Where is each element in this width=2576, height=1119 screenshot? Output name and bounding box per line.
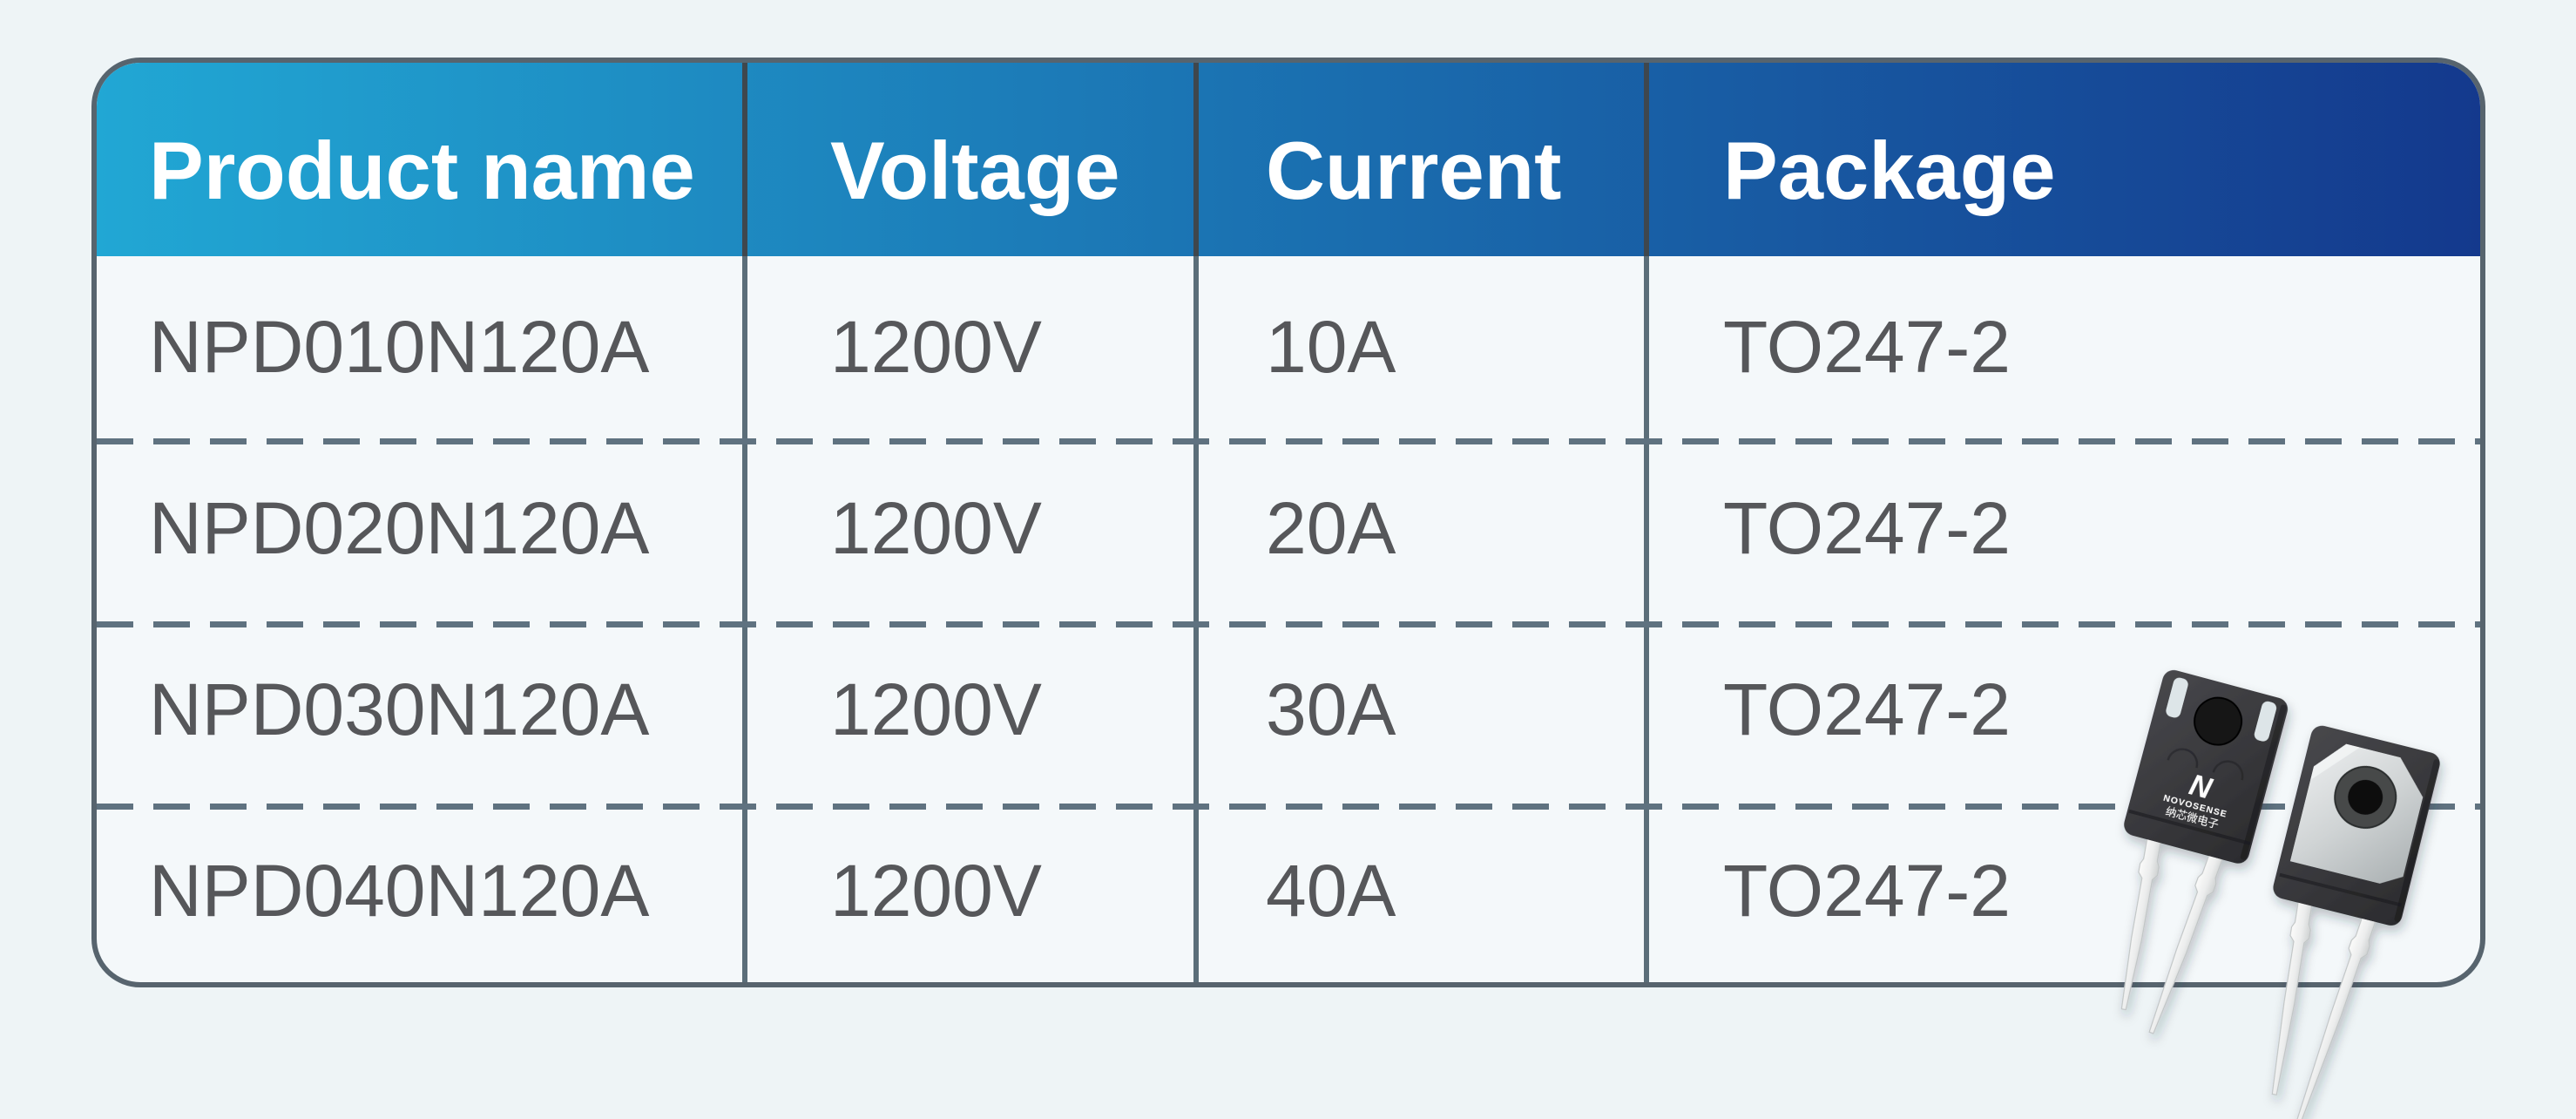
column-header-package: Package [1723,125,2056,216]
product-spec-table: Product name Voltage Current Package NPD… [91,58,2485,987]
cell-product-name: NPD020N120A [149,486,650,569]
column-divider [742,63,747,982]
package-pin [2148,851,2224,1034]
cell-package: TO247-2 [1723,486,2011,569]
row-divider-dashed [97,804,2480,810]
package-front-view: N NOVOSENSE 纳芯微电子 [2120,669,2289,1034]
row-divider-dashed [97,621,2480,627]
row-divider-dashed [97,438,2480,444]
table-grid: Product name Voltage Current Package NPD… [97,63,2480,982]
cell-current: 10A [1266,305,1396,388]
to247-package-photo: N NOVOSENSE 纳芯微电子 [2120,669,2440,1119]
package-pin [2120,836,2162,1011]
cell-package: TO247-2 [1723,305,2011,388]
mounting-hole-icon [2194,696,2243,746]
package-body [2124,669,2289,864]
column-divider [1644,63,1649,982]
column-header-product-name: Product name [149,125,695,216]
table-header-background [97,63,2480,256]
cell-product-name: NPD040N120A [149,850,650,932]
cell-package: TO247-2 [1723,668,2011,751]
package-back-view [2271,725,2440,1119]
column-header-voltage: Voltage [830,125,1120,216]
cell-current: 20A [1266,486,1396,569]
cell-current: 40A [1266,850,1396,932]
cell-voltage: 1200V [830,668,1042,751]
column-header-current: Current [1266,125,1562,216]
package-slot-cutout [2166,677,2188,718]
cell-voltage: 1200V [830,486,1042,569]
cell-product-name: NPD030N120A [149,668,650,751]
cell-current: 30A [1266,668,1396,751]
package-pin [2295,913,2377,1119]
cell-package: TO247-2 [1723,850,2011,932]
tab-hole-icon [2348,779,2383,815]
column-divider [1193,63,1199,982]
package-pin [2271,899,2314,1095]
cell-voltage: 1200V [830,850,1042,932]
package-slot-cutout [2254,701,2277,742]
cell-product-name: NPD010N120A [149,305,650,388]
cell-voltage: 1200V [830,305,1042,388]
